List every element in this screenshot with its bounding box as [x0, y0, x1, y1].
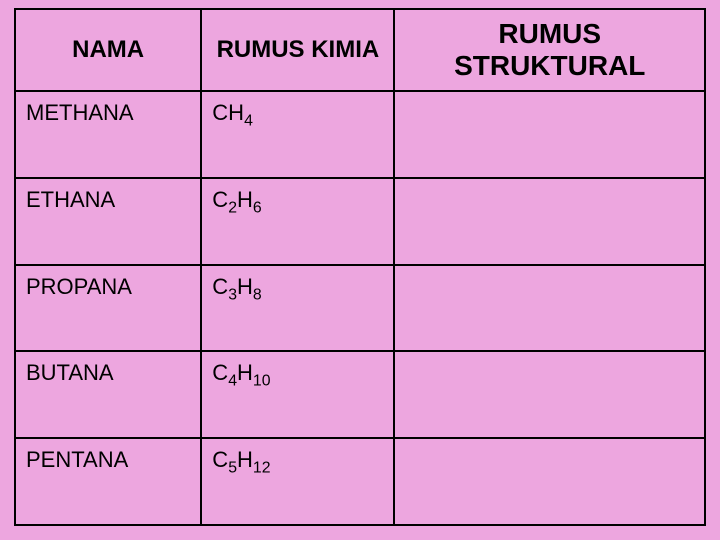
table-row: BUTANA C4H10 [15, 351, 705, 438]
col-header-nama: NAMA [15, 9, 201, 91]
cell-kimia: C5H12 [201, 438, 394, 525]
cell-nama: METHANA [15, 91, 201, 178]
cell-struct [394, 178, 705, 265]
cell-nama: BUTANA [15, 351, 201, 438]
cell-nama: ETHANA [15, 178, 201, 265]
formula-sub: 8 [253, 286, 262, 303]
chemical-formula: C4H10 [212, 360, 270, 385]
formula-part: H [237, 274, 253, 299]
table-header-row: NAMA RUMUS KIMIA RUMUS STRUKTURAL [15, 9, 705, 91]
formula-part: H [237, 360, 253, 385]
formula-sub: 5 [228, 460, 237, 477]
formula-sub: 3 [228, 286, 237, 303]
cell-nama: PENTANA [15, 438, 201, 525]
alkane-table: NAMA RUMUS KIMIA RUMUS STRUKTURAL METHAN… [14, 8, 706, 526]
cell-kimia: C2H6 [201, 178, 394, 265]
formula-part: CH [212, 100, 244, 125]
formula-sub: 4 [228, 373, 237, 390]
formula-part: C [212, 187, 228, 212]
chemical-formula: CH4 [212, 100, 253, 125]
col-header-struct: RUMUS STRUKTURAL [394, 9, 705, 91]
table-row: METHANA CH4 [15, 91, 705, 178]
col-header-kimia: RUMUS KIMIA [201, 9, 394, 91]
cell-struct [394, 91, 705, 178]
cell-struct [394, 265, 705, 352]
formula-sub: 12 [253, 460, 271, 477]
cell-nama: PROPANA [15, 265, 201, 352]
formula-part: C [212, 360, 228, 385]
formula-part: H [237, 447, 253, 472]
table-row: PENTANA C5H12 [15, 438, 705, 525]
formula-sub: 10 [253, 373, 271, 390]
cell-struct [394, 351, 705, 438]
formula-sub: 6 [253, 199, 262, 216]
chemical-formula: C3H8 [212, 274, 261, 299]
cell-kimia: C4H10 [201, 351, 394, 438]
cell-kimia: CH4 [201, 91, 394, 178]
formula-part: C [212, 274, 228, 299]
table-row: ETHANA C2H6 [15, 178, 705, 265]
formula-sub: 2 [228, 199, 237, 216]
chemical-formula: C5H12 [212, 447, 270, 472]
cell-kimia: C3H8 [201, 265, 394, 352]
formula-part: C [212, 447, 228, 472]
formula-sub: 4 [244, 112, 253, 129]
cell-struct [394, 438, 705, 525]
formula-part: H [237, 187, 253, 212]
table-row: PROPANA C3H8 [15, 265, 705, 352]
chemical-formula: C2H6 [212, 187, 261, 212]
